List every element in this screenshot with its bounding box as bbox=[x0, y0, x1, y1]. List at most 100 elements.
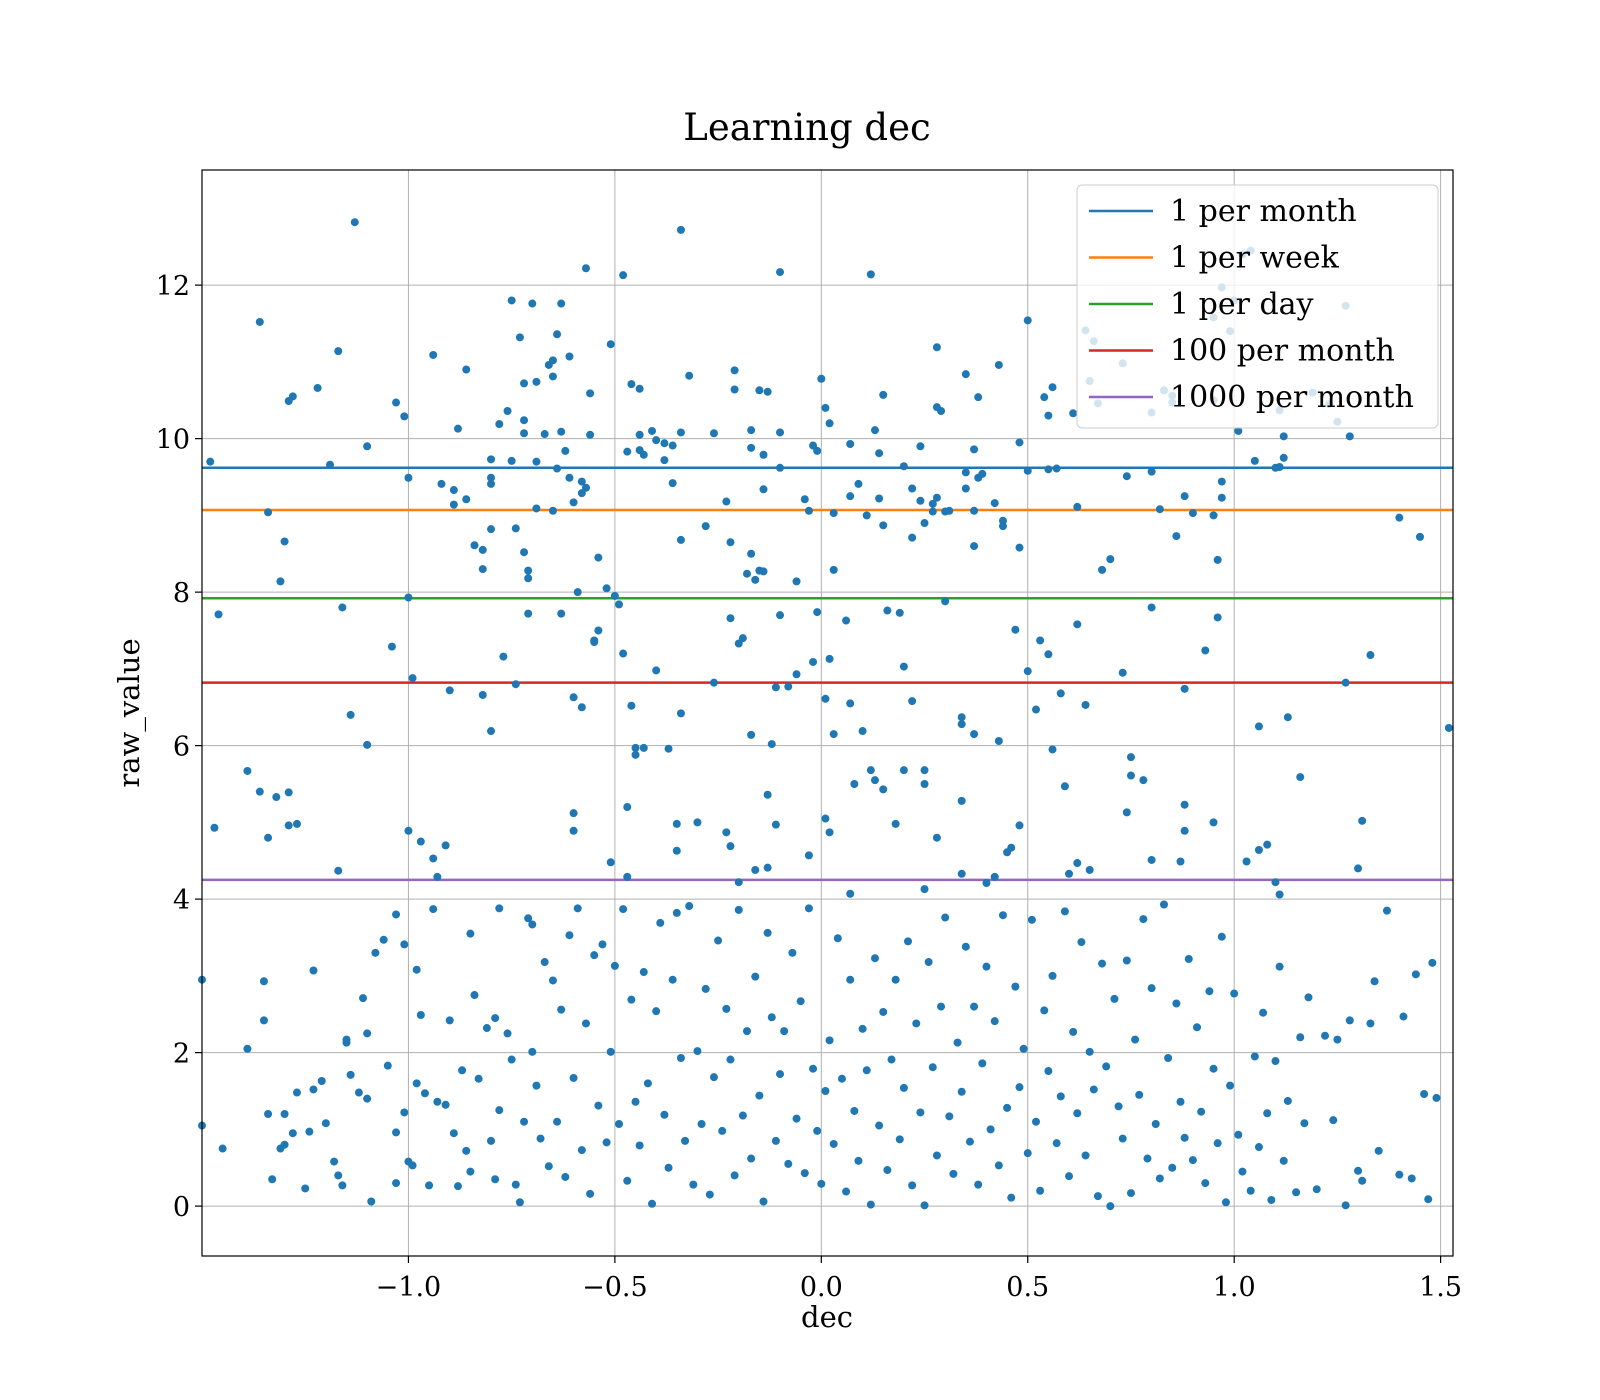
data-point bbox=[825, 419, 834, 428]
data-point bbox=[908, 484, 917, 493]
data-point bbox=[1370, 977, 1379, 986]
data-point bbox=[1432, 1093, 1441, 1102]
data-point bbox=[1366, 1019, 1375, 1028]
data-point bbox=[264, 833, 273, 842]
x-tick-label: 1.5 bbox=[1419, 1272, 1462, 1303]
data-point bbox=[631, 750, 640, 759]
data-point bbox=[392, 1179, 401, 1188]
data-point bbox=[487, 1136, 496, 1145]
y-tick-label: 10 bbox=[156, 425, 190, 456]
data-point bbox=[825, 1036, 834, 1045]
data-point bbox=[870, 426, 879, 435]
data-point bbox=[565, 931, 574, 940]
data-point bbox=[767, 1013, 776, 1022]
data-point bbox=[970, 506, 979, 515]
data-point bbox=[553, 330, 562, 339]
data-point bbox=[850, 779, 859, 788]
data-point bbox=[660, 456, 669, 465]
data-point bbox=[548, 372, 557, 381]
data-point bbox=[577, 477, 586, 486]
data-point bbox=[792, 577, 801, 586]
data-point bbox=[338, 603, 347, 612]
data-point bbox=[594, 1101, 603, 1110]
data-point bbox=[520, 379, 529, 388]
data-point bbox=[1011, 625, 1020, 634]
data-point bbox=[821, 1086, 830, 1095]
data-point bbox=[317, 1077, 326, 1086]
data-point bbox=[668, 441, 677, 450]
data-point bbox=[1122, 956, 1131, 965]
x-tick-label: −1.0 bbox=[376, 1272, 442, 1303]
data-point bbox=[1044, 1067, 1053, 1076]
data-point bbox=[284, 788, 293, 797]
data-point bbox=[697, 1119, 706, 1128]
data-point bbox=[994, 360, 1003, 369]
data-point bbox=[520, 429, 529, 438]
data-point bbox=[685, 371, 694, 380]
data-point bbox=[965, 1137, 974, 1146]
data-point bbox=[334, 347, 343, 356]
data-point bbox=[825, 654, 834, 663]
legend-entry: 100 per month bbox=[1170, 334, 1395, 369]
data-point bbox=[276, 577, 285, 586]
data-point bbox=[623, 803, 632, 812]
data-point bbox=[586, 389, 595, 398]
data-point bbox=[792, 670, 801, 679]
data-point bbox=[1333, 1035, 1342, 1044]
data-point bbox=[776, 1070, 785, 1079]
data-point bbox=[809, 657, 818, 666]
data-point bbox=[722, 497, 731, 506]
data-point bbox=[606, 858, 615, 867]
data-point bbox=[478, 565, 487, 574]
data-point bbox=[990, 1017, 999, 1026]
data-point bbox=[639, 743, 648, 752]
data-point bbox=[1279, 453, 1288, 462]
data-point bbox=[1242, 857, 1251, 866]
data-point bbox=[1073, 859, 1082, 868]
data-point bbox=[932, 1151, 941, 1160]
data-point bbox=[445, 1016, 454, 1025]
data-point bbox=[858, 727, 867, 736]
data-point bbox=[883, 606, 892, 615]
data-point bbox=[268, 1175, 277, 1184]
data-point bbox=[429, 854, 438, 863]
data-point bbox=[759, 567, 768, 576]
data-point bbox=[1015, 1083, 1024, 1092]
data-point bbox=[623, 872, 632, 881]
data-point bbox=[561, 1172, 570, 1181]
data-point bbox=[846, 439, 855, 448]
data-point bbox=[1221, 1198, 1230, 1207]
data-point bbox=[747, 443, 756, 452]
data-point bbox=[1209, 818, 1218, 827]
data-point bbox=[565, 352, 574, 361]
data-point bbox=[573, 588, 582, 597]
data-point bbox=[899, 662, 908, 671]
data-point bbox=[1180, 800, 1189, 809]
data-point bbox=[676, 428, 685, 437]
data-point bbox=[586, 1189, 595, 1198]
data-point bbox=[1217, 477, 1226, 486]
data-point bbox=[495, 420, 504, 429]
data-point bbox=[928, 507, 937, 516]
data-point bbox=[1085, 1047, 1094, 1056]
data-point bbox=[458, 1066, 467, 1075]
data-point bbox=[433, 872, 442, 881]
data-point bbox=[635, 384, 644, 393]
data-point bbox=[470, 541, 479, 550]
data-point bbox=[292, 1088, 301, 1097]
data-point bbox=[1254, 1143, 1263, 1152]
data-point bbox=[714, 936, 723, 945]
data-point bbox=[829, 509, 838, 518]
data-point bbox=[945, 506, 954, 515]
data-point bbox=[1040, 393, 1049, 402]
data-point bbox=[879, 785, 888, 794]
data-point bbox=[1205, 987, 1214, 996]
data-point bbox=[982, 962, 991, 971]
data-point bbox=[635, 1141, 644, 1150]
data-point bbox=[652, 666, 661, 675]
data-point bbox=[986, 1125, 995, 1134]
data-point bbox=[1036, 636, 1045, 645]
data-point bbox=[284, 397, 293, 406]
data-point bbox=[664, 744, 673, 753]
data-point bbox=[1283, 1096, 1292, 1105]
